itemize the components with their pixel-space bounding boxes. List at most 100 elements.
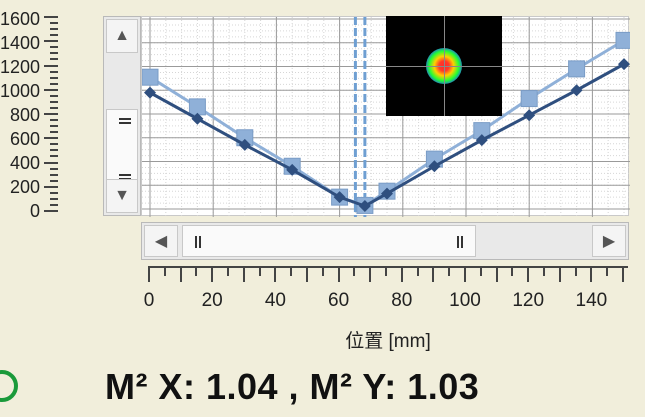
x-axis-tick [227,268,229,276]
y-axis-tick [50,76,58,79]
y-tick-label: 1000 [0,81,40,101]
horizontal-scrollbar[interactable]: ◀ ▶ [141,222,629,260]
data-point [286,163,299,176]
data-point [142,68,159,86]
horizontal-scroll-thumb[interactable] [182,225,476,257]
grip-icon [195,236,197,248]
data-point [191,112,204,125]
data-point [570,84,583,97]
vertical-scrollbar[interactable]: ▲ ▼ [103,16,141,216]
y-axis-tick [50,58,58,61]
y-axis-tick [44,210,58,212]
data-point [381,187,393,200]
series-line [149,62,625,208]
y-axis-tick [50,82,58,85]
x-tick-label: 20 [201,290,223,311]
x-tick-label: 100 [449,290,481,311]
y-axis-tick [50,100,58,103]
y-axis-tick [44,40,58,43]
x-axis-tick [511,268,514,276]
data-point [238,138,251,151]
x-axis-tick [211,268,214,282]
x-axis-tick [369,268,372,282]
x-axis-tick [385,268,387,276]
x-axis-ruler [148,266,628,284]
caustic-chart-svg [142,17,630,217]
y-tick-label: 1600 [0,9,40,29]
y-axis-tick [50,191,58,194]
y-axis-tick [44,88,58,91]
data-point [188,98,206,116]
y-tick-label: 0 [29,201,40,221]
y-axis-tick [50,22,58,25]
y-axis-ruler [42,16,58,212]
x-axis-tick [448,268,451,276]
x-axis-tick [527,268,530,282]
x-axis-tick [195,268,198,276]
data-point [520,90,538,108]
data-point [358,200,371,213]
arrow-up-icon: ▲ [114,27,130,44]
x-axis-tick [242,268,245,282]
arrow-down-icon: ▼ [114,187,130,204]
y-axis-tick [44,137,58,140]
x-axis-tick [148,268,150,282]
x-axis-tick [337,268,340,282]
y-tick-label: 1400 [0,33,40,53]
grip-icon [119,174,131,176]
grip-icon [119,118,131,120]
scroll-up-button[interactable]: ▲ [106,19,138,53]
scroll-down-button[interactable]: ▼ [106,179,138,213]
x-tick-label: 80 [391,290,413,311]
y-axis-tick [50,179,58,182]
y-axis-tick [50,46,58,49]
y-axis-tick [50,143,58,146]
y-axis-tick [50,155,58,158]
x-axis-tick [574,268,577,276]
y-axis-tick [50,94,58,97]
y-axis-tick [44,16,58,18]
x-axis-tick [163,268,166,276]
y-axis-tick [50,149,58,152]
y-axis-tick [50,106,58,109]
y-axis-tick [50,173,58,176]
scroll-right-button[interactable]: ▶ [592,225,626,257]
x-axis-tick [495,268,498,282]
x-axis-tick [306,268,308,282]
y-axis-labels: 1600 1400 1200 1000 800 600 400 200 0 [0,10,40,220]
x-axis-tick [606,268,609,276]
y-tick-label: 1200 [0,57,40,77]
arrow-right-icon: ▶ [602,233,616,250]
x-tick-label: 140 [575,290,608,311]
y-tick-label: 200 [9,177,40,197]
status-indicator-icon [0,370,18,402]
beam-profile-inset [386,16,502,116]
data-point [618,58,630,71]
x-axis-tick [543,268,545,276]
x-axis-title: 位置 [mm] [345,331,431,352]
x-axis-tick [432,268,435,282]
caustic-plot [141,16,630,217]
x-tick-label: 40 [264,290,286,311]
y-axis-tick [44,161,58,164]
data-point [144,86,156,99]
x-tick-label: 60 [328,290,350,311]
crosshair-vertical [444,16,445,116]
x-axis-tick [321,268,324,276]
y-axis-tick [50,197,58,200]
arrow-left-icon: ◀ [154,233,168,250]
x-axis-tick [290,268,293,276]
x-axis-tick [479,268,482,276]
y-axis-tick [50,28,58,31]
x-tick-label: 0 [143,290,155,311]
x-axis-tick [590,268,593,282]
grip-icon [457,236,459,248]
data-point [568,60,586,78]
y-axis-tick [44,113,58,115]
x-axis-tick [179,268,182,282]
scroll-left-button[interactable]: ◀ [144,225,178,257]
x-tick-label: 120 [512,290,545,311]
x-axis-tick [400,268,403,282]
y-axis-tick [50,52,58,55]
x-axis-tick [416,268,419,276]
